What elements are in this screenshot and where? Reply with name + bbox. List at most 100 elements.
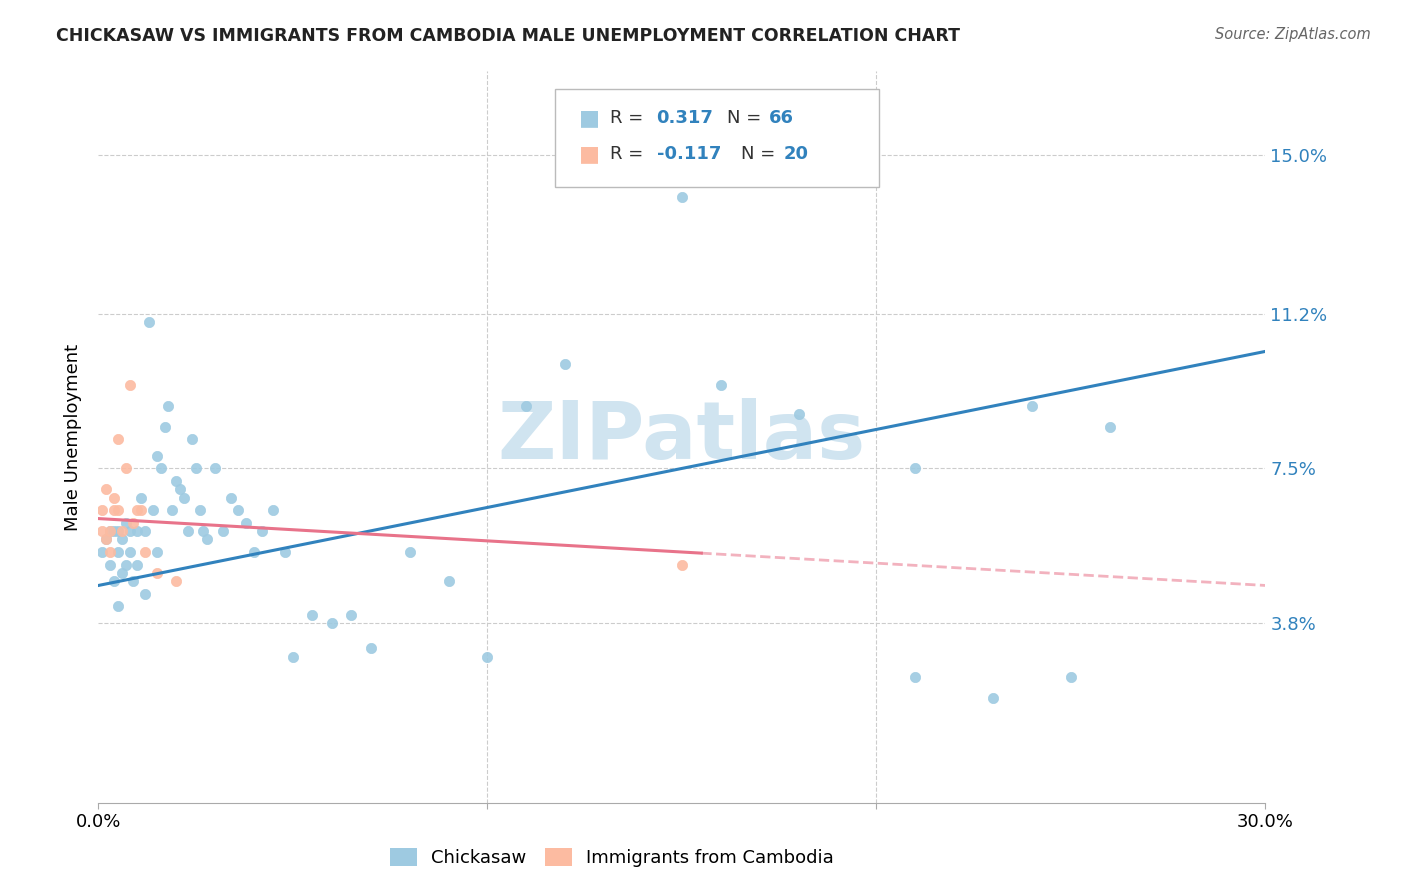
Point <box>904 670 927 684</box>
Point <box>127 558 149 572</box>
Point <box>212 524 235 538</box>
Text: ■: ■ <box>579 145 600 164</box>
Point <box>162 503 184 517</box>
Point <box>107 432 129 446</box>
Point <box>477 649 499 664</box>
Point <box>114 558 136 572</box>
Point <box>103 574 125 589</box>
Point <box>165 574 187 589</box>
Point <box>250 524 273 538</box>
Point <box>107 503 129 517</box>
Point <box>107 599 129 614</box>
Point <box>91 524 114 538</box>
Point <box>262 503 284 517</box>
Point <box>554 357 576 371</box>
Text: R =: R = <box>610 109 650 127</box>
Point <box>281 649 304 664</box>
Point <box>134 587 156 601</box>
Point <box>146 449 169 463</box>
Point <box>129 491 152 505</box>
Point <box>180 432 202 446</box>
Point <box>118 377 141 392</box>
Text: N =: N = <box>741 145 780 163</box>
Point <box>96 483 118 497</box>
Point <box>114 461 136 475</box>
Point <box>129 503 152 517</box>
Point <box>1060 670 1083 684</box>
Point <box>228 503 250 517</box>
Point <box>98 524 121 538</box>
Point <box>274 545 297 559</box>
Point <box>118 524 141 538</box>
Legend: Chickasaw, Immigrants from Cambodia: Chickasaw, Immigrants from Cambodia <box>382 840 841 874</box>
Point <box>981 691 1004 706</box>
Point <box>243 545 266 559</box>
Point <box>188 503 211 517</box>
Point <box>173 491 195 505</box>
Point <box>1098 419 1121 434</box>
Point <box>177 524 200 538</box>
Text: R =: R = <box>610 145 650 163</box>
Point <box>91 545 114 559</box>
Point <box>111 533 134 547</box>
Point <box>146 545 169 559</box>
Point <box>103 503 125 517</box>
Point <box>184 461 207 475</box>
Text: Source: ZipAtlas.com: Source: ZipAtlas.com <box>1215 27 1371 42</box>
Text: 20: 20 <box>783 145 808 163</box>
Point <box>340 607 363 622</box>
Point <box>710 377 733 392</box>
Text: -0.117: -0.117 <box>657 145 721 163</box>
Point <box>321 616 343 631</box>
Text: 0.317: 0.317 <box>657 109 713 127</box>
Point <box>204 461 226 475</box>
Point <box>153 419 176 434</box>
Text: ZIPatlas: ZIPatlas <box>498 398 866 476</box>
Text: CHICKASAW VS IMMIGRANTS FROM CAMBODIA MALE UNEMPLOYMENT CORRELATION CHART: CHICKASAW VS IMMIGRANTS FROM CAMBODIA MA… <box>56 27 960 45</box>
Point <box>107 545 129 559</box>
Point <box>107 524 129 538</box>
Point <box>103 491 125 505</box>
Point <box>1021 399 1043 413</box>
Point <box>91 503 114 517</box>
Point <box>98 545 121 559</box>
Point <box>103 524 125 538</box>
Point <box>193 524 215 538</box>
Point <box>235 516 257 530</box>
Point <box>122 574 145 589</box>
Point <box>515 399 537 413</box>
Point <box>138 315 160 329</box>
Text: ■: ■ <box>579 108 600 128</box>
Point <box>127 524 149 538</box>
Point <box>195 533 218 547</box>
Point <box>165 474 187 488</box>
Y-axis label: Male Unemployment: Male Unemployment <box>65 343 83 531</box>
Point <box>118 545 141 559</box>
Point <box>671 558 693 572</box>
Point <box>301 607 323 622</box>
Point <box>157 399 180 413</box>
Point <box>787 407 810 421</box>
Point <box>127 503 149 517</box>
Point <box>96 533 118 547</box>
Text: N =: N = <box>727 109 766 127</box>
Point <box>142 503 165 517</box>
Point <box>671 190 693 204</box>
Point <box>360 641 382 656</box>
Text: 66: 66 <box>769 109 794 127</box>
Point <box>149 461 172 475</box>
Point <box>98 524 121 538</box>
Point <box>904 461 927 475</box>
Point <box>122 516 145 530</box>
Point <box>219 491 242 505</box>
Point <box>134 545 156 559</box>
Point <box>98 558 121 572</box>
Point <box>114 516 136 530</box>
Point <box>169 483 191 497</box>
Point <box>134 524 156 538</box>
Point <box>437 574 460 589</box>
Point <box>111 566 134 580</box>
Point <box>398 545 420 559</box>
Point <box>146 566 169 580</box>
Point <box>111 524 134 538</box>
